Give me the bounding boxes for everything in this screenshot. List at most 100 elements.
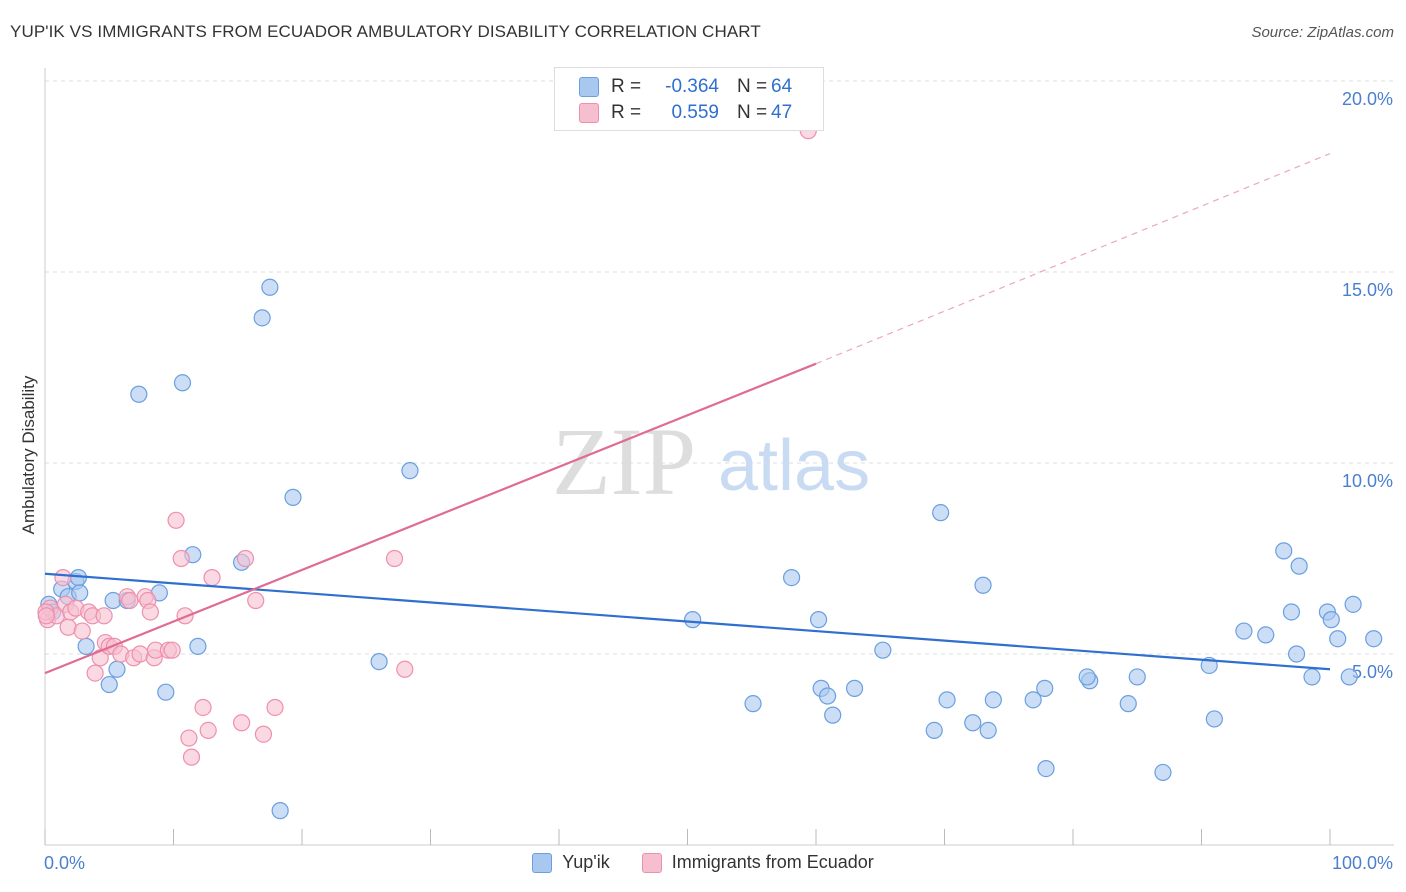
ecuador-point xyxy=(172,549,190,568)
yupik-point xyxy=(925,721,943,740)
stats-legend: R = -0.364 N = 64 R = 0.559 N = 47 xyxy=(554,67,824,131)
ecuador-point xyxy=(233,714,251,732)
legend-item-yupik[interactable]: Yup'ik xyxy=(532,852,610,873)
legend-n-label: N = xyxy=(737,76,768,97)
yupik-point xyxy=(253,309,271,327)
yupik-point xyxy=(130,385,148,403)
watermark-zip: ZIP xyxy=(552,408,696,515)
legend-item-ecuador[interactable]: Immigrants from Ecuador xyxy=(641,852,874,873)
yupik-trend-line xyxy=(44,572,1331,671)
legend-swatch-yupik xyxy=(579,77,599,97)
ecuador-point xyxy=(141,603,159,621)
yupik-point xyxy=(782,568,801,587)
ecuador-point xyxy=(396,660,414,678)
yupik-point xyxy=(157,683,175,701)
yupik-point xyxy=(1128,668,1146,686)
ecuador-point xyxy=(385,549,404,568)
yupik-point xyxy=(1275,542,1293,560)
yupik-point xyxy=(1154,763,1172,782)
yupik-point xyxy=(984,691,1002,709)
ecuador-point xyxy=(121,591,139,610)
yupik-point xyxy=(1257,626,1275,644)
ecuador-trend-line xyxy=(44,362,817,675)
yupik-point xyxy=(77,637,95,655)
yupik-point xyxy=(261,278,279,296)
y-tick-label: 20.0% xyxy=(1342,89,1393,109)
yupik-point xyxy=(932,504,950,522)
ecuador-point xyxy=(163,641,181,659)
yupik-point xyxy=(874,641,892,659)
yupik-point xyxy=(100,675,118,694)
ecuador-point xyxy=(236,549,255,568)
ecuador-point xyxy=(254,725,273,743)
watermark: ZIP atlas xyxy=(552,408,870,515)
yupik-point xyxy=(1290,557,1308,575)
yupik-point xyxy=(974,576,992,594)
ecuador-point xyxy=(182,748,201,766)
ecuador-point xyxy=(167,511,185,529)
ecuador-point xyxy=(199,721,217,740)
series-legend: Yup'ik Immigrants from Ecuador xyxy=(0,852,1406,873)
yupik-point xyxy=(271,802,289,820)
yupik-point xyxy=(1287,645,1306,663)
yupik-point xyxy=(845,679,864,697)
legend-n-value: 47 xyxy=(771,102,793,123)
yupik-point xyxy=(1282,603,1301,621)
legend-label-ecuador: Immigrants from Ecuador xyxy=(671,852,874,872)
yupik-point xyxy=(824,706,842,724)
yupik-point xyxy=(1037,759,1055,778)
ecuador-point xyxy=(131,645,149,663)
yupik-point xyxy=(684,611,702,629)
yupik-point xyxy=(1205,710,1223,728)
axes xyxy=(44,68,1394,846)
yupik-point xyxy=(1036,679,1054,697)
trend-lines xyxy=(44,153,1331,675)
yupik-point xyxy=(1344,595,1362,613)
yupik-point xyxy=(1340,668,1358,686)
ecuador-point xyxy=(194,698,212,717)
y-tick-label: 10.0% xyxy=(1342,471,1393,491)
y-tick-labels: 5.0% 10.0% 15.0% 20.0% xyxy=(1342,89,1393,682)
chart-title: YUP'IK VS IMMIGRANTS FROM ECUADOR AMBULA… xyxy=(10,22,761,41)
yupik-point xyxy=(1078,668,1096,686)
legend-r-value: -0.364 xyxy=(665,76,719,97)
source-note: Source: ZipAtlas.com xyxy=(1251,24,1394,41)
yupik-point xyxy=(1235,622,1253,640)
legend-r-value: 0.559 xyxy=(671,102,719,123)
ecuador-point xyxy=(180,729,198,747)
x-tick-label: 0.0% xyxy=(44,853,85,873)
yupik-point xyxy=(979,721,997,740)
ecuador-point xyxy=(95,607,113,625)
yupik-point xyxy=(964,714,982,732)
legend-n-value: 64 xyxy=(771,76,793,97)
ecuador-point xyxy=(86,664,104,682)
legend-row-yupik: R = -0.364 N = 64 xyxy=(579,74,792,100)
x-tick-labels: 0.0% 100.0% xyxy=(44,853,1393,873)
yupik-point xyxy=(1365,630,1383,648)
watermark-atlas: atlas xyxy=(718,426,870,506)
legend-swatch-ecuador xyxy=(641,852,662,873)
yupik-point xyxy=(1024,691,1042,709)
yupik-point xyxy=(938,691,956,709)
yupik-point xyxy=(818,687,837,705)
yupik-point xyxy=(71,584,89,602)
legend-r-label: R = xyxy=(611,102,642,123)
x-tick-label: 100.0% xyxy=(1332,853,1393,873)
ecuador-point xyxy=(59,618,77,636)
yupik-point xyxy=(1303,668,1321,686)
ecuador-point xyxy=(54,568,72,587)
yupik-point xyxy=(108,660,126,678)
yupik-point xyxy=(189,637,207,655)
series-ecuador-points xyxy=(37,122,817,766)
ecuador-point xyxy=(266,698,284,717)
yupik-point xyxy=(809,611,828,629)
y-axis-label: Ambulatory Disability xyxy=(19,375,38,534)
ecuador-point xyxy=(247,591,265,610)
legend-row-ecuador: R = 0.559 N = 47 xyxy=(579,100,792,126)
y-tick-label: 15.0% xyxy=(1342,280,1393,300)
y-tick-label: 5.0% xyxy=(1352,662,1393,682)
yupik-point xyxy=(284,488,302,506)
yupik-point xyxy=(173,374,192,392)
legend-swatch-ecuador xyxy=(579,103,599,123)
